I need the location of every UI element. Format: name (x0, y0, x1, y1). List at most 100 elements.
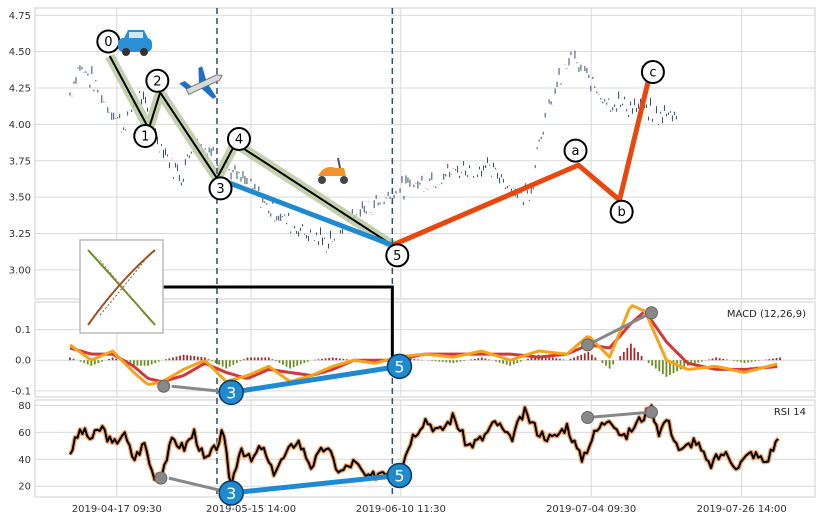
wave-path (108, 55, 393, 247)
panel-label: RSI 14 (774, 407, 806, 418)
scooter-handle (337, 157, 341, 169)
wave-label-text: 4 (235, 132, 243, 147)
macd-grey-marker (644, 306, 658, 320)
thumbnail-chart-icon (79, 239, 164, 334)
thumbnail-curve (99, 259, 146, 316)
y-tick-label: 4.25 (9, 84, 31, 95)
y-tick-label: 40 (18, 455, 31, 466)
rsi-arrow-head (154, 473, 165, 484)
wave-blue-segment (216, 175, 394, 248)
projection-line (163, 285, 394, 358)
rsi-grey-marker (644, 405, 658, 419)
wave-label-0: 0 (96, 29, 121, 54)
panel-label: MACD (12,26,9) (727, 309, 806, 320)
blue-marker-circle (218, 379, 244, 406)
y-tick-label: 20 (18, 482, 31, 493)
y-tick-label: 3.25 (9, 229, 31, 240)
elliott-wave (105, 53, 652, 250)
wave-label-circle (208, 176, 233, 201)
rsi-blue-line (230, 472, 400, 496)
y-tick-label: 0.1 (15, 325, 31, 336)
y-tick-label: 3.50 (9, 193, 31, 204)
y-tick-label: 4.75 (9, 11, 31, 22)
y-tick-label: 4.00 (9, 120, 31, 131)
scooter-body (318, 167, 346, 176)
car-window (129, 32, 143, 38)
blue-marker-label: 3 (226, 383, 236, 402)
wave-labels: 0 1 2 3 4 5 a b c (96, 29, 665, 268)
macd-line (69, 304, 778, 386)
wave-label-text: 1 (141, 130, 149, 145)
y-tick-label: 80 (18, 401, 31, 412)
blue-marker-circle (218, 480, 244, 506)
x-tick-label: 2019-07-26 14:00 (697, 504, 787, 515)
x-tick-label: 2019-06-10 11:30 (356, 504, 446, 515)
wave-label-4: 4 (226, 126, 251, 151)
rsi-grey-marker (581, 411, 595, 425)
macd-series: 35 (69, 304, 781, 406)
wave-label-circle (226, 126, 251, 151)
wave-orange-path (391, 75, 652, 248)
blue-marker-label: 5 (394, 357, 404, 376)
blue-marker-label: 3 (226, 484, 236, 503)
wave-label-text: 2 (153, 74, 161, 89)
macd-grey-line (586, 311, 653, 347)
plane-wing (201, 85, 217, 99)
wave-label-text: 0 (104, 35, 112, 50)
blue-marker-circle (386, 462, 413, 489)
airplane-icon (179, 66, 223, 99)
wave-label-circle (563, 138, 588, 163)
macd-blue-marker: 3 (218, 379, 244, 406)
wave-label-c: c (640, 60, 665, 85)
wave-label-circle (385, 243, 410, 268)
thumbnail-curve (87, 249, 156, 326)
wave-label-2: 2 (145, 68, 170, 93)
wave-label-b: b (609, 199, 634, 224)
x-tick-label: 2019-05-15 14:00 (206, 504, 296, 515)
car-icon (118, 30, 152, 56)
wave-label-circle (133, 124, 158, 149)
rsi-series: 35 (68, 403, 780, 506)
wave-label-1: 1 (133, 124, 158, 149)
thumbnail-curve (87, 249, 156, 326)
rsi-grey-line (587, 410, 652, 420)
wave-label-text: a (572, 144, 580, 159)
y-tick-label: -0.1 (11, 386, 31, 397)
plane-body (185, 74, 223, 96)
plane-wing (198, 66, 207, 84)
scooter-wheel (340, 176, 348, 184)
plane-tail (179, 80, 192, 90)
car-wheel (140, 48, 148, 56)
wave-label-circle (609, 199, 634, 224)
wave-label-text: c (649, 66, 656, 81)
wave-label-circle (640, 60, 665, 85)
wave-label-text: b (618, 205, 626, 220)
panel-frame (34, 399, 816, 498)
wave-label-text: 5 (393, 249, 401, 264)
macd-blue-marker: 5 (386, 353, 413, 380)
y-tick-label: 3.00 (9, 265, 31, 276)
rsi-blue-marker: 5 (386, 462, 413, 489)
thumbnail-curve (99, 259, 146, 316)
macd-grey-marker (157, 379, 171, 393)
wave-label-a: a (563, 138, 588, 163)
x-tick-label: 2019-04-17 09:30 (72, 504, 162, 515)
y-tick-label: 4.50 (9, 47, 31, 58)
rsi-blue-marker: 3 (218, 480, 244, 506)
scooter-wheel (318, 176, 326, 184)
y-tick-label: 60 (18, 428, 31, 439)
blue-marker-label: 5 (394, 466, 404, 485)
macd-grey-marker (581, 338, 595, 352)
wave-label-circle (145, 68, 170, 93)
y-tick-label: 0.0 (15, 356, 31, 367)
x-axis: 2019-04-17 09:30 2019-05-15 14:00 2019-06-… (72, 504, 787, 515)
wave-label-text: 3 (216, 182, 224, 197)
rsi-line (69, 404, 779, 486)
panel-rsi: 20 40 60 80 RSI 14 (18, 399, 816, 498)
blue-marker-circle (386, 353, 413, 380)
y-tick-label: 3.75 (9, 156, 31, 167)
x-tick-label: 2019-07-04 09:30 (546, 504, 636, 515)
macd-blue-line (230, 363, 400, 395)
scooter-icon (318, 157, 348, 184)
